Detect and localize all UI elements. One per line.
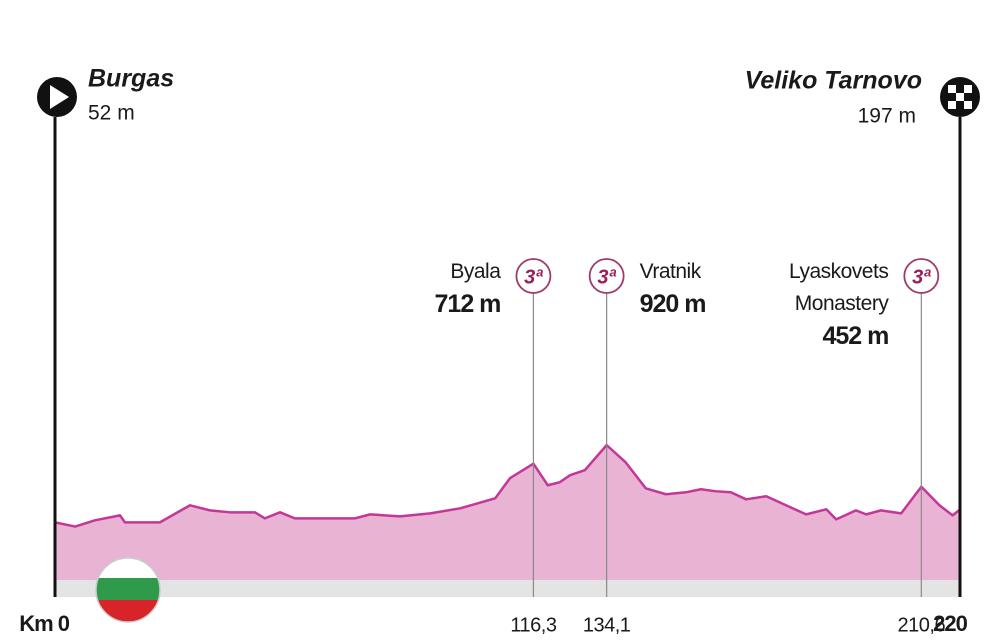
climb-km: 210,6: [898, 614, 946, 636]
profile-area: [55, 445, 960, 580]
flag-border: [95, 557, 161, 623]
climb-category: 3ª: [597, 266, 616, 288]
climb-category: 3ª: [912, 266, 931, 288]
start-name: Burgas: [88, 65, 174, 93]
climb-category: 3ª: [524, 266, 543, 288]
x-tick-label: 220: [933, 611, 967, 636]
climb-label: Lyaskovets Monastery 452 m: [758, 256, 889, 352]
climb-elevation: 452 m: [822, 322, 889, 350]
climb-elevation: 920 m: [639, 290, 707, 318]
finish-name: Veliko Tarnovo: [745, 67, 922, 95]
finish-icon: [940, 77, 980, 117]
climb-badge: [588, 258, 625, 294]
start-elevation: 52 m: [88, 102, 135, 125]
finish-elevation: 197 m: [858, 105, 916, 128]
climb-km: 116,3: [510, 614, 556, 636]
climb-label: Byala 712 m: [370, 256, 502, 320]
climb-name: Lyaskovets Monastery: [789, 260, 889, 315]
ground-band: [55, 580, 960, 597]
climb-badge: [903, 258, 940, 294]
climb-name: Vratnik: [639, 260, 702, 283]
climb-km: 134,1: [583, 614, 631, 636]
climb-badge: [515, 258, 552, 294]
climb-label: Vratnik 920 m: [640, 256, 770, 320]
x-tick-label: Km 0: [19, 611, 70, 636]
profile-line: [54, 443, 961, 528]
climb-name: Byala: [450, 260, 501, 283]
start-icon: [37, 77, 77, 117]
climb-elevation: 712 m: [434, 290, 502, 318]
